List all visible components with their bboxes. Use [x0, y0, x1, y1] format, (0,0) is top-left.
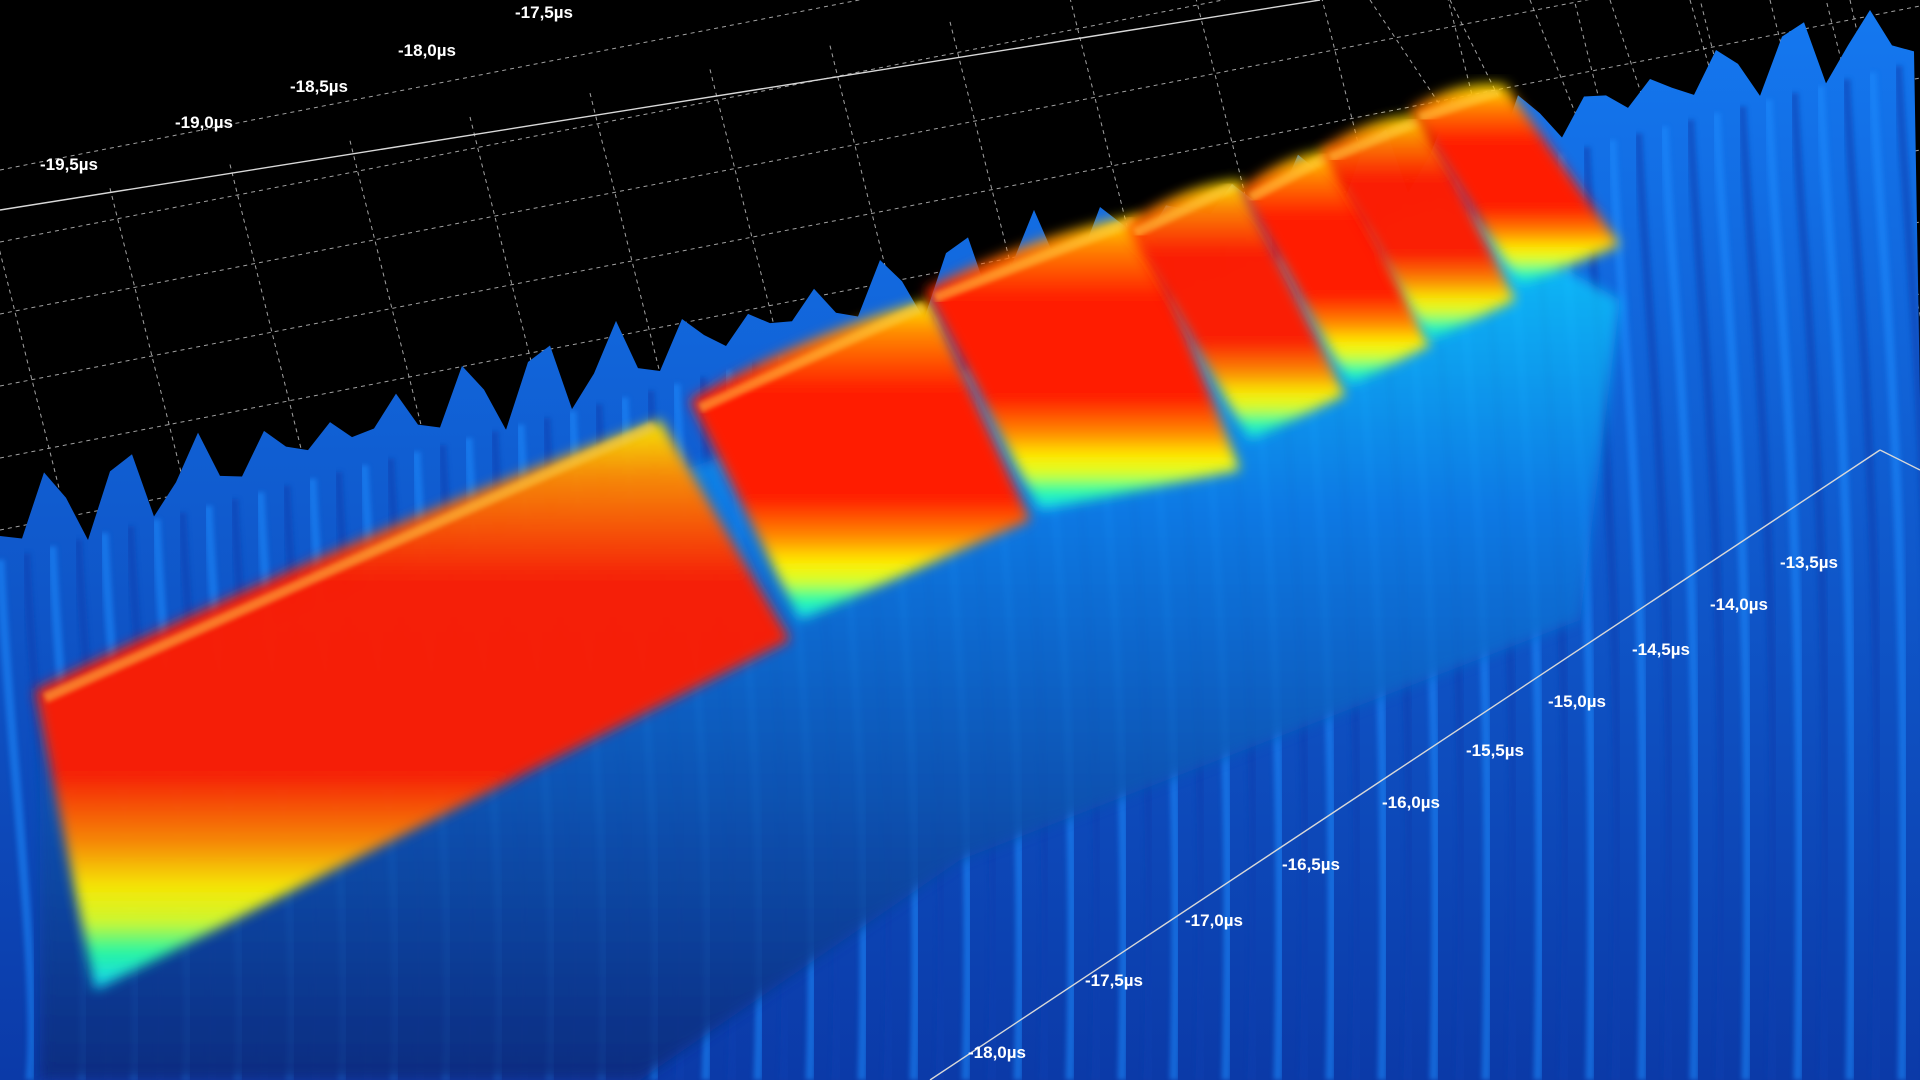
pulse-block: [35, 420, 790, 990]
surface-striation: [0, 559, 37, 1080]
pulse-block: [925, 215, 1240, 510]
grid-line-depth: [829, 45, 961, 566]
pulse-rim-highlight: [1328, 116, 1421, 163]
front-axis-tick-label: -16,0µs: [1382, 793, 1440, 812]
pulse-block: [1240, 150, 1430, 385]
pulse-block: [1125, 180, 1345, 440]
grid-line-horizontal: [0, 0, 1590, 315]
back-axis-line: [0, 0, 1321, 211]
front-axis-line: [929, 449, 1881, 1080]
grid-line-depth: [949, 21, 1081, 543]
front-axis-tick-label: -14,5µs: [1632, 640, 1690, 659]
back-axis-tick-labels: -19,5µs -19,0µs -18,5µs -18,0µs -17,5µs: [40, 3, 573, 174]
grid-line-depth: [469, 116, 601, 638]
surface-striation: [1893, 65, 1920, 521]
surface-skirt: [40, 200, 1620, 1080]
pulse-block: [1320, 114, 1515, 340]
back-axis-tick-label: -19,0µs: [175, 113, 233, 132]
surface-mesh: [0, 10, 1920, 1080]
grid-line-right: [1449, 0, 1531, 161]
surface-striation: [1737, 106, 1779, 1080]
grid-line-depth: [589, 93, 721, 614]
grid-line-depth: [1447, 0, 1561, 447]
surface-striation: [1607, 139, 1649, 1080]
surface-striation: [1867, 72, 1909, 1080]
surface-striation: [1841, 79, 1883, 1080]
grid-line-depth: [1321, 0, 1441, 471]
back-axis-tick-label: -18,0µs: [398, 41, 456, 60]
back-axis-tick-label: -18,5µs: [290, 77, 348, 96]
grid-line-horizontal: [0, 0, 1226, 243]
front-axis-tick-label: -14,0µs: [1710, 595, 1768, 614]
pulse-rim-highlight: [1132, 181, 1237, 238]
surface-striation: [1633, 133, 1675, 1080]
grid-line-depth: [0, 249, 121, 733]
back-axis-tick-label: -17,5µs: [515, 3, 573, 22]
surface-striation: [1711, 112, 1753, 1080]
pulse-rim-highlight: [697, 301, 927, 413]
pulse-rim-highlight: [933, 216, 1136, 303]
pulse-rim-highlight: [1418, 86, 1501, 123]
grid-line-depth: [709, 69, 841, 590]
grid-line-depth: [1195, 0, 1321, 495]
pulse-rim-highlight: [42, 421, 657, 703]
back-axis-tick-label: -19,5µs: [40, 155, 98, 174]
grid-line-horizontal: [0, 5, 1920, 387]
pulse-block: [1410, 84, 1620, 285]
surface-striation: [1685, 119, 1727, 1080]
grid-line-depth: [1069, 0, 1201, 519]
grid-line-depth: [229, 164, 361, 685]
surface-striation: [1763, 99, 1805, 1080]
grid-line-depth: [349, 140, 481, 661]
front-axis-tick-label: -17,0µs: [1185, 911, 1243, 930]
right-axis-line: [1879, 449, 1920, 471]
front-axis-tick-label: -13,5µs: [1780, 553, 1838, 572]
front-axis-tick-label: -16,5µs: [1282, 855, 1340, 874]
front-axis-tick-label: -17,5µs: [1085, 971, 1143, 990]
grid-line-depth: [109, 188, 241, 709]
pulse-block: [690, 300, 1030, 620]
front-axis-tick-labels: -18,0µs -17,5µs -17,0µs -16,5µs -16,0µs -15,5…: [968, 553, 1838, 1062]
front-axis-tick-label: -15,0µs: [1548, 692, 1606, 711]
surface-striation: [1815, 85, 1857, 1080]
surface-striation: [1789, 92, 1831, 1080]
front-axis-tick-label: -15,5µs: [1466, 741, 1524, 760]
surface-striation: [1659, 126, 1701, 1080]
pulse-rim-highlight: [1247, 151, 1332, 203]
front-axis-tick-label: -18,0µs: [968, 1043, 1026, 1062]
